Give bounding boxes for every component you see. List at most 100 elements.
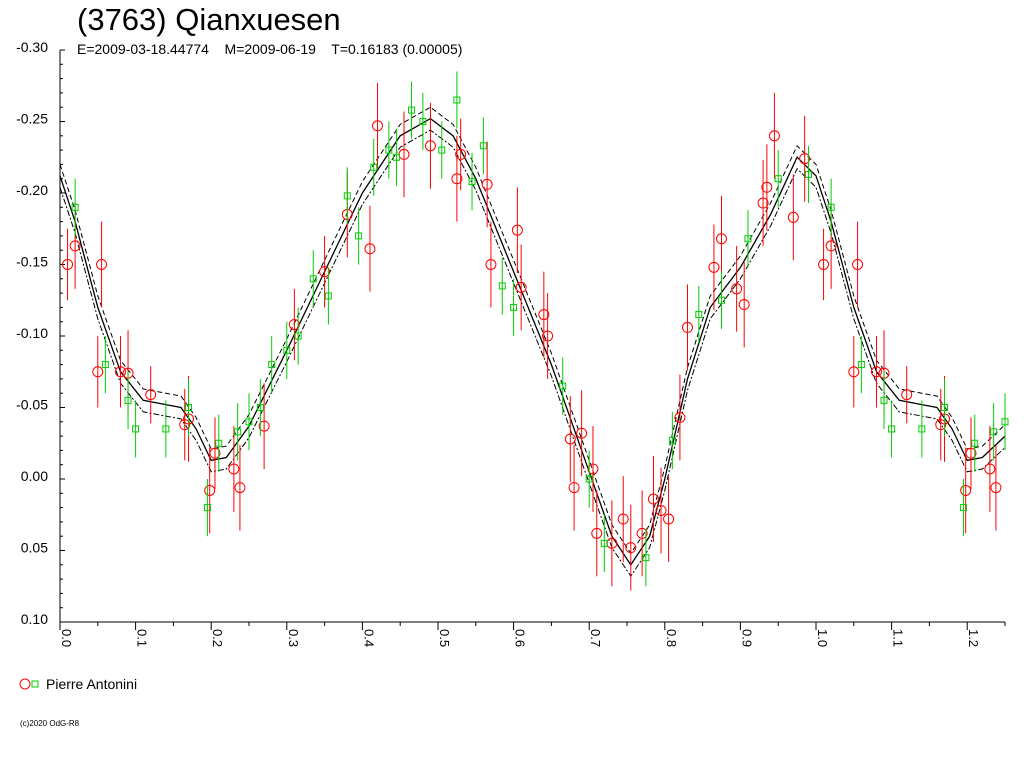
data-point-square <box>324 292 332 300</box>
data-point-square <box>71 203 79 211</box>
data-point-circle <box>587 463 599 475</box>
data-point-square <box>283 346 291 354</box>
data-point-square <box>268 361 276 369</box>
x-tick-label: 0.7 <box>588 629 603 647</box>
data-point-square <box>941 404 949 411</box>
data-point-square <box>642 554 650 562</box>
x-tick-label: 0.4 <box>361 629 376 647</box>
data-point-circle <box>757 197 769 209</box>
data-point-circle <box>568 482 580 494</box>
data-point-circle <box>960 484 972 496</box>
data-point-square <box>438 146 446 154</box>
data-point-circle <box>625 542 637 554</box>
data-point-square <box>392 153 400 161</box>
data-point-circle <box>542 330 554 342</box>
fit-curve <box>59 117 1006 566</box>
data-point-square <box>827 203 835 211</box>
data-point-circle <box>69 240 81 252</box>
data-point-circle <box>761 181 773 193</box>
data-point-square <box>203 504 211 512</box>
data-point-square <box>510 303 518 311</box>
data-point-square <box>718 296 725 304</box>
y-tick-label: -0.20 <box>16 182 48 198</box>
data-point-circle <box>515 281 527 293</box>
data-point-circle <box>179 419 191 431</box>
data-point-square <box>294 332 302 340</box>
data-point-square <box>695 311 703 319</box>
legend-circle-marker <box>19 678 31 690</box>
data-point-circle <box>228 463 240 475</box>
data-point-square <box>774 175 782 183</box>
y-tick-label: -0.15 <box>16 254 48 270</box>
data-point-circle <box>538 309 550 321</box>
data-point-square <box>1001 418 1009 426</box>
data-point-circle <box>576 427 588 439</box>
data-point-square <box>959 504 967 512</box>
data-point-square <box>880 396 888 404</box>
data-point-square <box>132 425 140 433</box>
data-point-square <box>498 282 506 290</box>
data-point-circle <box>204 484 216 496</box>
data-point-square <box>468 178 476 186</box>
data-point-circle <box>787 211 799 223</box>
y-tick-label: -0.30 <box>16 39 48 55</box>
data-point-square <box>479 142 487 150</box>
data-point-square <box>857 361 865 369</box>
data-point-square <box>668 436 676 444</box>
data-point-circle <box>92 366 104 378</box>
y-tick-label: 0.10 <box>21 611 48 627</box>
y-tick-label: -0.25 <box>16 111 48 127</box>
data-point-circle <box>636 527 648 539</box>
data-point-square <box>185 404 193 411</box>
x-tick-label: 0.2 <box>210 629 225 647</box>
data-point-square <box>256 404 264 411</box>
data-point-circle <box>870 366 882 378</box>
data-point-circle <box>647 493 659 505</box>
data-point-square <box>585 475 593 483</box>
data-point-square <box>453 96 461 104</box>
data-point-square <box>385 146 393 154</box>
x-tick-label: 1.0 <box>815 629 830 647</box>
data-point-circle <box>424 140 436 152</box>
data-point-circle <box>731 283 743 295</box>
data-point-circle <box>708 261 720 273</box>
data-point-circle <box>511 224 523 236</box>
data-point-square <box>408 106 416 114</box>
data-point-square <box>124 396 132 404</box>
data-point-circle <box>481 178 493 190</box>
data-point-square <box>419 118 427 125</box>
copyright-credit: (c)2020 OdG-R8 <box>20 719 80 728</box>
data-point-square <box>234 428 242 436</box>
x-tick-label: 0.5 <box>437 629 452 647</box>
data-points <box>62 71 1009 591</box>
data-point-square <box>600 539 608 547</box>
data-point-circle <box>768 130 780 142</box>
data-point-circle <box>984 463 996 475</box>
data-point-square <box>559 382 567 390</box>
axes: -0.30 -0.25 -0.20 -0.15 -0.10 -0.05 0.00 0.05 0.… <box>16 39 1006 647</box>
data-point-circle <box>818 259 830 270</box>
data-point-circle <box>319 266 331 278</box>
data-point-circle <box>716 233 727 245</box>
y-tick-label: 0.05 <box>21 540 48 556</box>
data-point-circle <box>852 259 864 270</box>
x-tick-label: 0.8 <box>664 629 679 647</box>
data-point-circle <box>288 319 300 331</box>
data-point-circle <box>364 243 376 255</box>
data-point-circle <box>372 120 384 132</box>
data-point-square <box>355 232 363 240</box>
data-point-circle <box>617 513 629 525</box>
data-point-square <box>888 425 896 433</box>
data-point-circle <box>965 447 977 459</box>
data-point-circle <box>663 513 675 525</box>
data-point-square <box>971 439 979 447</box>
y-tick-label: 0.00 <box>21 468 48 484</box>
data-point-circle <box>485 259 497 270</box>
fit-curves <box>59 106 1006 578</box>
data-point-square <box>918 425 926 433</box>
data-point-square <box>162 425 170 433</box>
chart-subtitle: E=2009-03-18.44774 M=2009-06-19 T=0.1618… <box>77 41 463 57</box>
legend-label: Pierre Antonini <box>46 676 137 692</box>
data-point-circle <box>990 482 1002 494</box>
